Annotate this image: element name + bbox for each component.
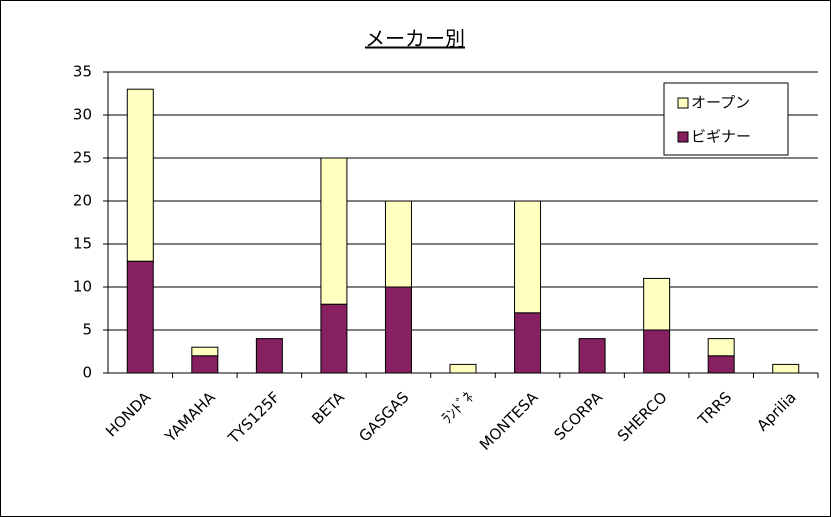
y-tick-label: 15: [73, 235, 92, 253]
legend-swatch: [677, 131, 689, 143]
legend-label: オープン: [691, 94, 750, 112]
bar-segment: [191, 346, 219, 357]
bar-segment: [707, 355, 735, 374]
legend-swatch: [677, 97, 689, 109]
bar-segment: [191, 355, 219, 374]
bar-segment: [643, 277, 671, 331]
legend-box: [663, 82, 789, 156]
y-tick-label: 35: [73, 63, 92, 81]
bar-segment: [384, 200, 412, 288]
bar-segment: [255, 338, 283, 374]
bar-segment: [514, 312, 542, 374]
y-tick-label: 25: [73, 149, 92, 167]
y-tick-label: 0: [82, 364, 92, 382]
bar-segment: [449, 363, 477, 374]
bar-segment: [126, 260, 154, 374]
chart-title: メーカー別: [365, 27, 465, 51]
bar-segment: [514, 200, 542, 314]
bar-segment: [320, 303, 348, 374]
bar-segment: [126, 88, 154, 262]
legend-label: ビギナー: [691, 128, 751, 146]
y-tick-label: 30: [73, 106, 92, 124]
bar-segment: [772, 363, 800, 374]
bar-segment: [578, 338, 606, 374]
bar-segment: [707, 338, 735, 357]
bar-segment: [320, 157, 348, 305]
y-tick-label: 10: [73, 278, 92, 296]
y-tick-label: 20: [73, 192, 92, 210]
y-tick-label: 5: [82, 321, 92, 339]
bar-segment: [384, 286, 412, 374]
bar-segment: [643, 329, 671, 374]
